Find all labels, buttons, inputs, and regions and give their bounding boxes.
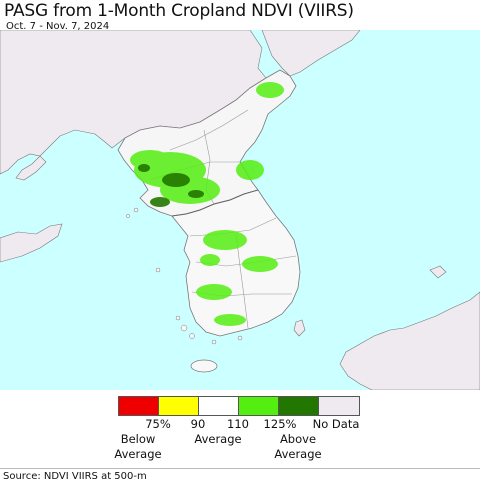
source-bar: Source: NDVI VIIRS at 500-m (0, 468, 480, 486)
map-title: PASG from 1-Month Cropland NDVI (VIIRS) (4, 1, 354, 21)
map-subtitle: Oct. 7 - Nov. 7, 2024 (6, 21, 110, 32)
tsushima-island (293, 319, 306, 337)
legend-swatch-above-125 (279, 397, 319, 415)
legend-average-label: Average (194, 432, 242, 446)
legend-below-average-label: Below Average (114, 432, 162, 461)
legend-tick-75: 75% (145, 417, 171, 431)
russia-primorye (261, 30, 361, 77)
legend-swatch-below-75 (119, 397, 159, 415)
japan-honshu (339, 291, 480, 390)
shandong-peninsula (0, 223, 63, 263)
liaodong-peninsula (15, 155, 47, 181)
legend-swatch-90-110 (199, 397, 239, 415)
southern-islands (126, 207, 243, 345)
legend-swatch-no-data (319, 397, 359, 415)
legend-tick-110: 110 (227, 417, 249, 431)
legend-swatch-75-90 (159, 397, 199, 415)
map-frame (0, 30, 480, 390)
well-above-average-patches (138, 164, 204, 207)
legend-no-data-label: No Data (312, 417, 360, 431)
legend-bar (118, 396, 360, 416)
map-canvas (0, 30, 480, 390)
legend-tick-125: 125% (263, 417, 297, 431)
legend-tick-90: 90 (190, 417, 206, 431)
jeju-island (190, 359, 218, 373)
japan-oki-islands (429, 265, 447, 279)
legend-swatch-110-125 (239, 397, 279, 415)
legend-above-average-label: Above Average (274, 432, 322, 461)
source-text: Source: NDVI VIIRS at 500-m (3, 471, 147, 482)
